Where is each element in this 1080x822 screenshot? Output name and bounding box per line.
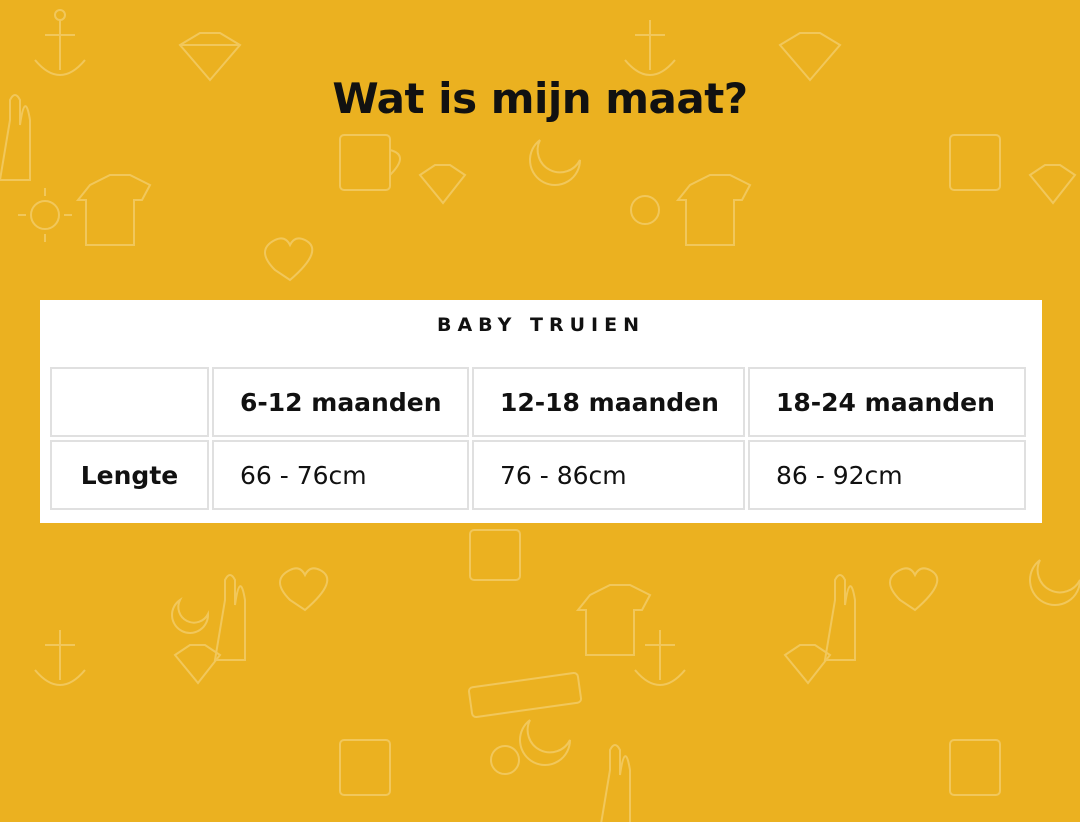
moon-icon [529,139,581,186]
diamond-icon [178,32,242,82]
heart-icon [279,567,939,612]
hand-icon [213,574,856,822]
page-title: Wat is mijn maat? [332,74,748,123]
column-header: 6-12 maanden [212,367,469,437]
sun-icon [490,195,660,775]
anchor-icon [34,20,686,686]
tshirt-icon [75,174,152,246]
table-header-row: 6-12 maanden 12-18 maanden 18-24 maanden [50,367,1026,437]
table-corner-cell [50,367,209,437]
sun-icon [18,188,72,242]
column-header: 18-24 maanden [748,367,1026,437]
mug-icon [339,134,401,191]
table-cell: 86 - 92cm [748,440,1026,510]
mug-icon [339,134,1001,796]
moon-icon [171,559,1080,766]
anchor-icon [34,9,86,76]
size-chart-card: BABY TRUIEN 6-12 maanden 12-18 maanden 1… [40,300,1042,523]
heart-icon [264,237,314,282]
size-table: 6-12 maanden 12-18 maanden 18-24 maanden… [47,364,1029,513]
diamond-icon [418,32,1077,205]
size-chart-title: BABY TRUIEN [437,314,645,336]
sign-icon [467,672,583,718]
table-row: Lengte 66 - 76cm 76 - 86cm 86 - 92cm [50,440,1026,510]
table-cell: 76 - 86cm [472,440,745,510]
row-label: Lengte [50,440,209,510]
hand-icon [0,94,31,181]
column-header: 12-18 maanden [472,367,745,437]
tshirt-icon [575,174,752,656]
table-cell: 66 - 76cm [212,440,469,510]
diamond-icon [173,644,832,685]
